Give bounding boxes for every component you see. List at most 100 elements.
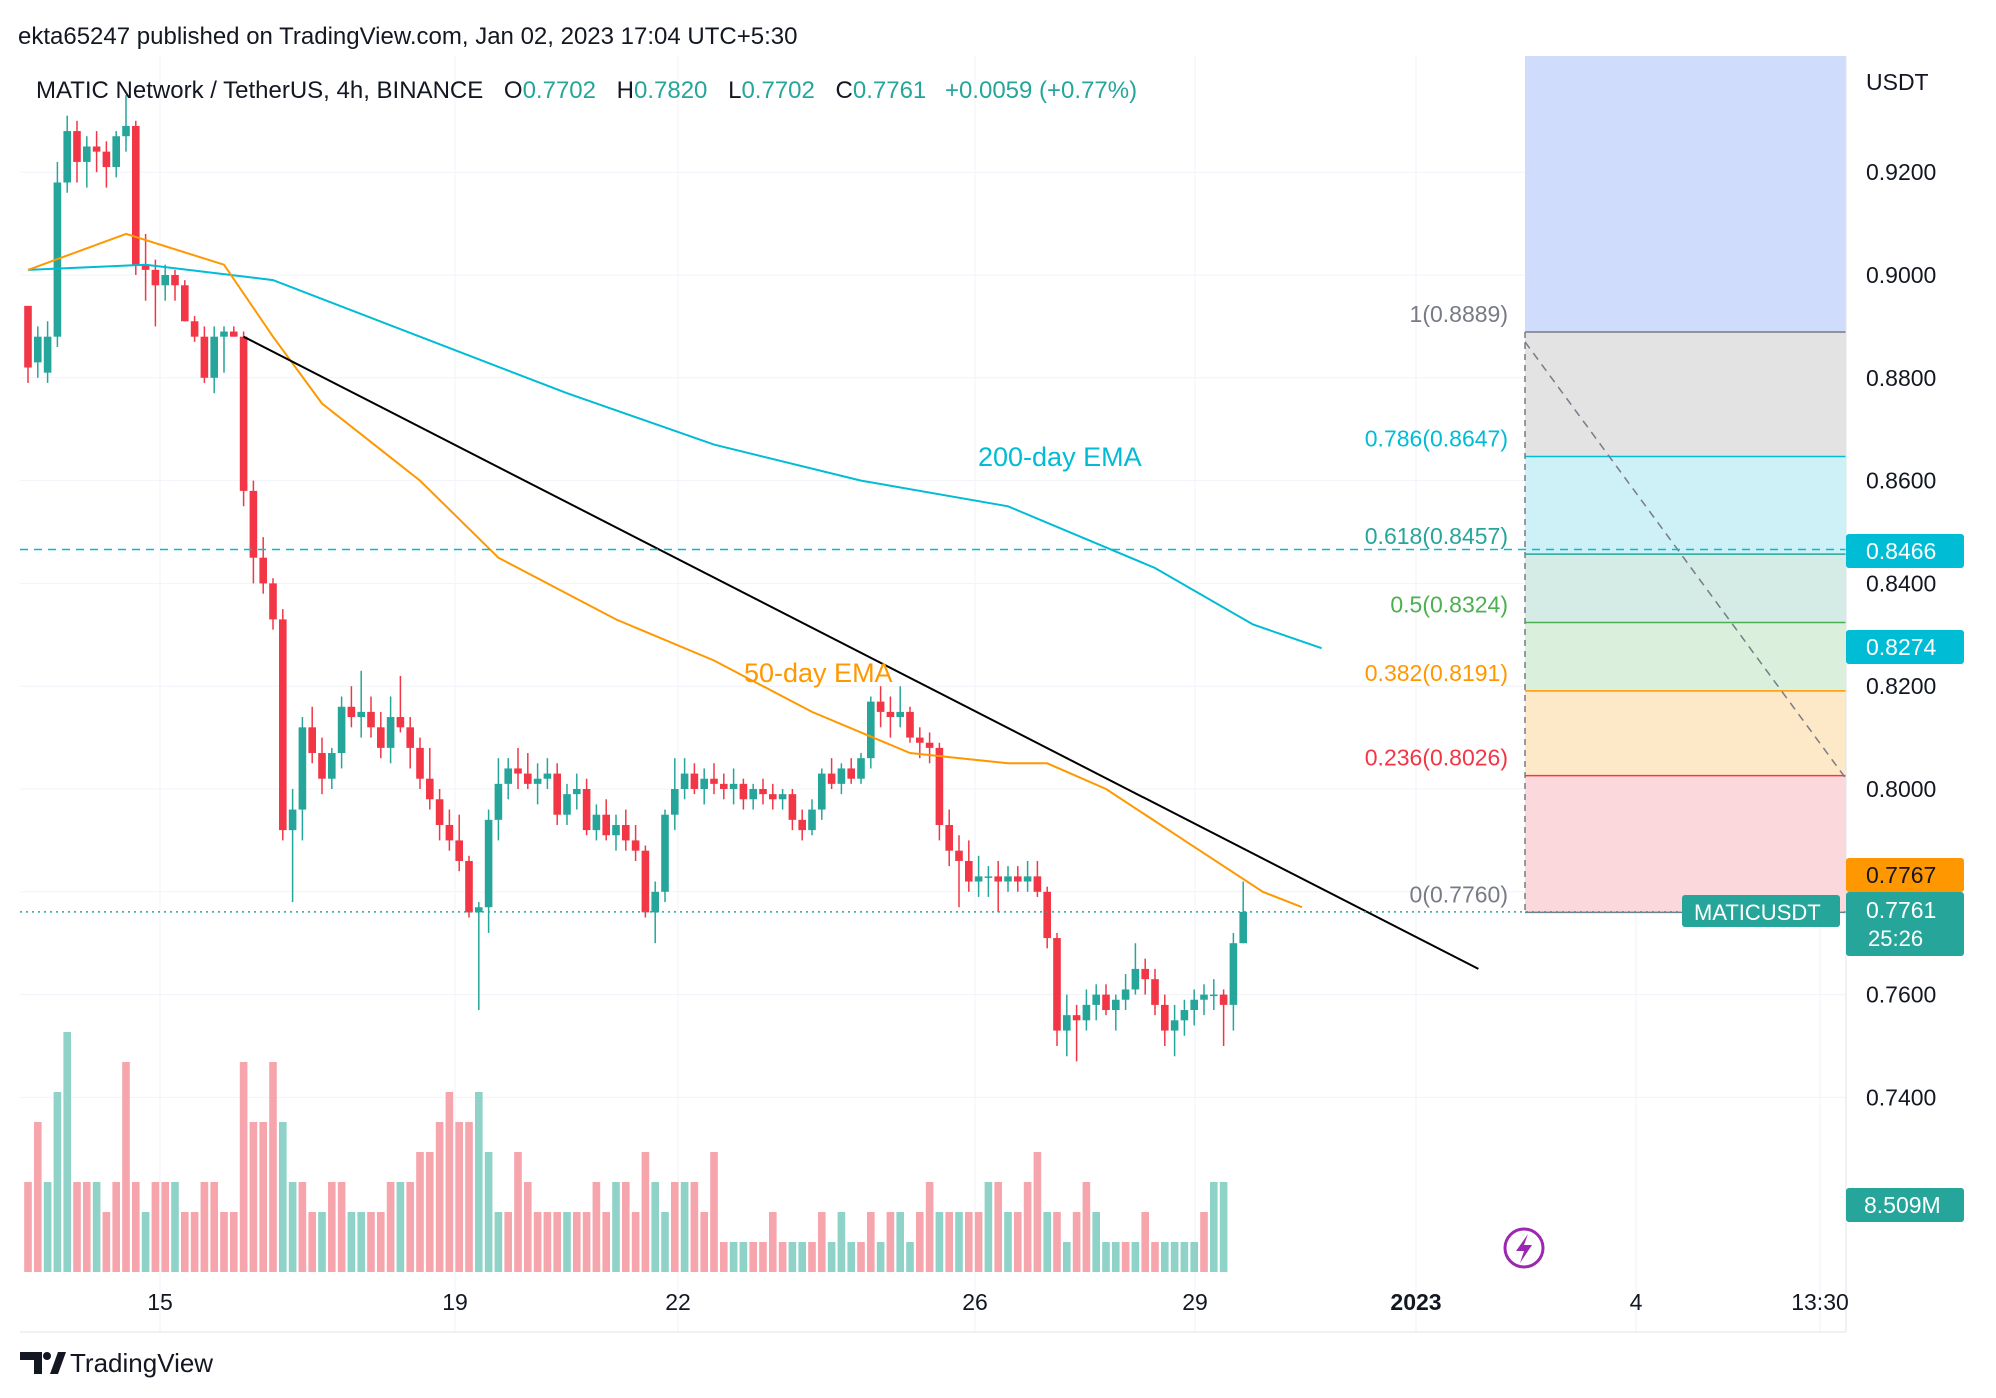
candle-body bbox=[1151, 979, 1159, 1005]
time-tick: 22 bbox=[665, 1289, 691, 1315]
candle-body bbox=[965, 860, 973, 882]
candle-body bbox=[641, 850, 650, 913]
candle-body bbox=[141, 264, 150, 270]
volume-bar bbox=[1063, 1242, 1071, 1272]
volume-bars bbox=[24, 1032, 1228, 1272]
volume-bar bbox=[720, 1242, 728, 1272]
candle-body bbox=[24, 305, 32, 368]
fib-zone-4 bbox=[1525, 690, 1846, 776]
volume-bar bbox=[122, 1062, 130, 1272]
price-axis-ticks: 0.9200 0.9000 0.8800 0.8600 0.8400 0.8200 0.80… bbox=[1866, 159, 1936, 1110]
volume-bar bbox=[288, 1182, 297, 1272]
candle-body bbox=[259, 557, 267, 584]
time-tick: 19 bbox=[442, 1289, 468, 1315]
candle-body bbox=[622, 824, 630, 841]
candle-body bbox=[925, 742, 934, 748]
time-tick: 26 bbox=[962, 1289, 988, 1315]
volume-bar bbox=[181, 1212, 189, 1272]
volume-bar bbox=[24, 1182, 32, 1272]
volume-bar bbox=[416, 1152, 424, 1272]
volume-bar bbox=[602, 1212, 610, 1272]
candle-body bbox=[416, 747, 424, 779]
candle-body bbox=[612, 824, 620, 836]
volume-bar bbox=[171, 1182, 179, 1272]
candle-body bbox=[200, 336, 209, 378]
volume-bar bbox=[769, 1212, 777, 1272]
volume-bar bbox=[1161, 1242, 1169, 1272]
candle-body bbox=[122, 125, 130, 137]
volume-bar bbox=[965, 1212, 973, 1272]
candle-body bbox=[808, 809, 816, 831]
axis-currency: USDT bbox=[1866, 69, 1929, 95]
fib-zone-2 bbox=[1525, 554, 1846, 623]
candle-body bbox=[83, 146, 91, 162]
volume-bar bbox=[1190, 1242, 1198, 1272]
volume-bar bbox=[1092, 1212, 1100, 1272]
candle-body bbox=[1092, 994, 1100, 1005]
candle-body bbox=[1161, 1004, 1169, 1031]
candle-body bbox=[171, 275, 179, 286]
volume-bar bbox=[974, 1212, 983, 1272]
candle-body bbox=[651, 891, 659, 913]
volume-bar bbox=[661, 1212, 669, 1272]
candle-body bbox=[906, 711, 914, 738]
tag-ema200-line: 0.8274 bbox=[1866, 634, 1937, 660]
candle-body bbox=[847, 768, 855, 779]
volume-bar bbox=[132, 1182, 140, 1272]
candle-body bbox=[857, 758, 865, 779]
volume-bar bbox=[1200, 1212, 1208, 1272]
volume-bar bbox=[641, 1152, 650, 1272]
candle-body bbox=[386, 717, 395, 748]
candle-body bbox=[210, 336, 218, 378]
volume-bar bbox=[925, 1182, 934, 1272]
indicator-lines bbox=[20, 232, 1846, 970]
volume-bar bbox=[1112, 1242, 1120, 1272]
candle-body bbox=[112, 136, 120, 168]
legend-change: +0.0059 (+0.77%) bbox=[945, 77, 1137, 104]
legend-c-value: 0.7761 bbox=[853, 77, 926, 104]
volume-bar bbox=[367, 1212, 375, 1272]
legend-o-label: O bbox=[504, 77, 523, 104]
candle-body bbox=[63, 131, 71, 183]
volume-bar bbox=[396, 1182, 405, 1272]
candle-body bbox=[426, 778, 434, 800]
candle-body bbox=[1033, 876, 1042, 892]
volume-bar bbox=[200, 1182, 209, 1272]
legend-c-label: C bbox=[836, 77, 853, 104]
candle-body bbox=[700, 778, 708, 789]
volume-bar bbox=[328, 1182, 336, 1272]
volume-bar bbox=[141, 1212, 150, 1272]
candle-body bbox=[328, 753, 336, 779]
candle-body bbox=[34, 336, 42, 363]
candle-body bbox=[435, 799, 444, 825]
candle-body bbox=[249, 490, 258, 558]
published-line: ekta65247 published on TradingView.com, … bbox=[18, 23, 797, 50]
volume-bar bbox=[700, 1212, 708, 1272]
volume-bar bbox=[533, 1212, 542, 1272]
candle-body bbox=[524, 773, 532, 784]
volume-bar bbox=[524, 1182, 532, 1272]
volume-bar bbox=[798, 1242, 806, 1272]
volume-bar bbox=[494, 1212, 503, 1272]
time-tick: 15 bbox=[147, 1289, 173, 1315]
footer-brand: TradingView bbox=[70, 1348, 213, 1378]
fibonacci-retracement[interactable]: 1(0.8889) 0.786(0.8647) 0.618(0.8457) 0.5(0… bbox=[1365, 56, 1847, 914]
volume-bar bbox=[563, 1212, 571, 1272]
ema50-label: 50-day EMA bbox=[744, 658, 893, 688]
candle-body bbox=[367, 711, 375, 728]
tv-logo-icon bbox=[20, 1352, 42, 1374]
candle-body bbox=[1014, 876, 1022, 882]
volume-bar bbox=[1082, 1182, 1091, 1272]
volume-bar bbox=[543, 1212, 552, 1272]
lightning-icon[interactable] bbox=[1503, 1227, 1545, 1269]
volume-bar bbox=[1043, 1212, 1051, 1272]
volume-bar bbox=[308, 1212, 316, 1272]
volume-bar bbox=[1033, 1152, 1042, 1272]
candle-body bbox=[1200, 994, 1208, 1000]
candle-body bbox=[269, 583, 277, 620]
volume-bar bbox=[151, 1182, 160, 1272]
volume-bar bbox=[112, 1182, 120, 1272]
candle-body bbox=[739, 783, 748, 800]
volume-bar bbox=[1072, 1212, 1081, 1272]
